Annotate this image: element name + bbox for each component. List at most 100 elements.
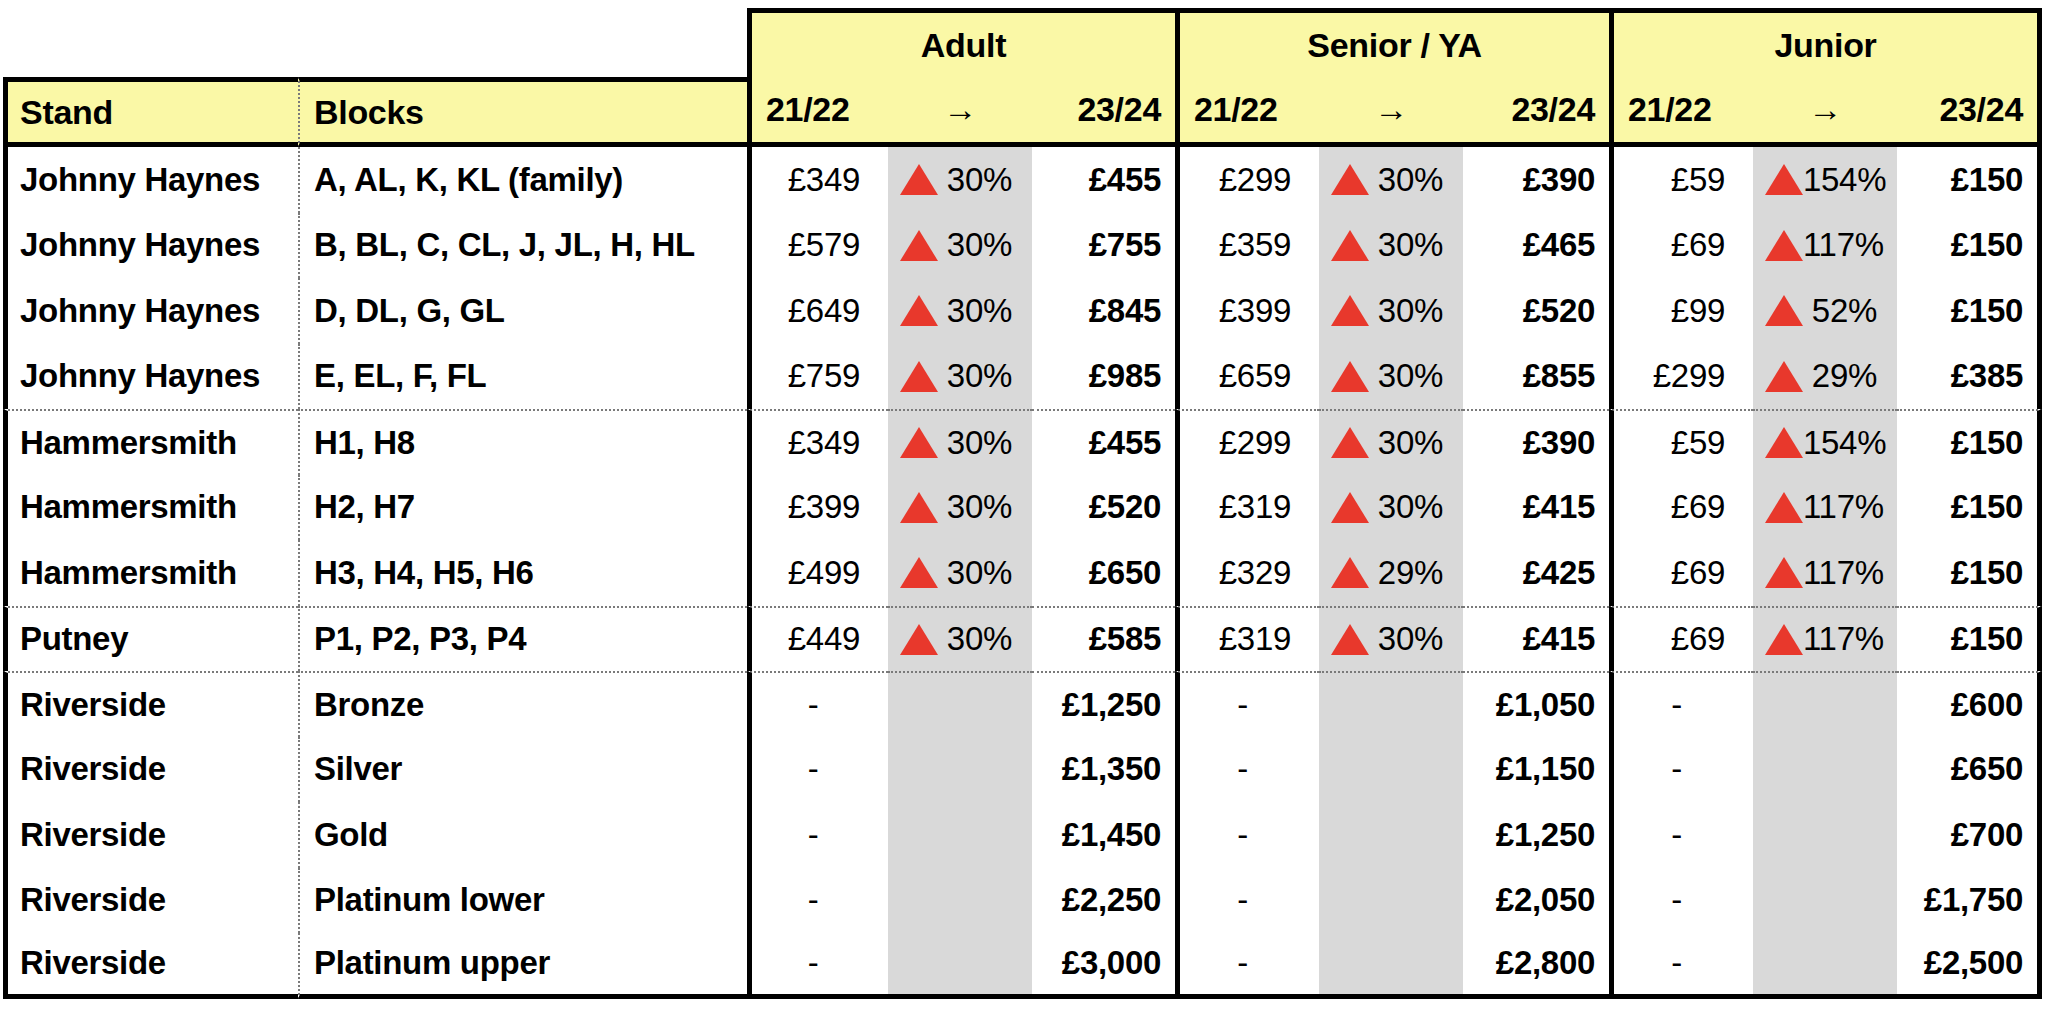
percent-value: 30% <box>1378 488 1443 526</box>
price-value: £150 <box>1951 554 2023 592</box>
group-title: Senior / YA <box>1307 26 1481 65</box>
percent-value: 117% <box>1803 488 1884 526</box>
senior-change-cell <box>1319 737 1463 803</box>
price-value: £150 <box>1951 292 2023 330</box>
price-value: £465 <box>1523 226 1595 264</box>
price-value: £69 <box>1671 554 1725 592</box>
price-value: £359 <box>1219 226 1291 264</box>
senior-2122-price-cell: £319 <box>1175 475 1319 541</box>
price-value: - <box>808 881 819 919</box>
price-value: £2,050 <box>1496 881 1595 919</box>
adult-2122-price-cell: £349 <box>747 147 888 213</box>
percent-value: 30% <box>1378 357 1443 395</box>
price-value: £399 <box>1219 292 1291 330</box>
junior-2324-price-cell: £600 <box>1897 671 2042 737</box>
senior-change-cell: 30% <box>1319 606 1463 672</box>
price-value: - <box>1237 944 1248 982</box>
increase-triangle-icon <box>1331 427 1369 458</box>
price-value: £455 <box>1089 424 1161 462</box>
adult-change-cell: 30% <box>888 213 1032 279</box>
price-value: £349 <box>788 161 860 199</box>
column-header-label: 23/24 <box>1511 90 1595 129</box>
junior-2122-price-cell: £299 <box>1609 344 1753 410</box>
junior-2122-price-cell: £99 <box>1609 278 1753 344</box>
increase-triangle-icon <box>1765 427 1803 458</box>
senior-2122-price-cell: - <box>1175 671 1319 737</box>
blocks-label: Silver <box>314 750 402 788</box>
increase-triangle-icon <box>1765 230 1803 261</box>
senior-2122-price-cell: £319 <box>1175 606 1319 672</box>
senior-change-cell: 30% <box>1319 409 1463 475</box>
percent-value: 154% <box>1803 424 1886 462</box>
price-value: £299 <box>1219 161 1291 199</box>
column-header-stand: Stand <box>3 77 298 147</box>
price-value: £855 <box>1523 357 1595 395</box>
price-value: - <box>1237 816 1248 854</box>
adult-change-cell: 30% <box>888 606 1032 672</box>
increase-triangle-icon <box>1331 295 1369 326</box>
price-value: - <box>1237 881 1248 919</box>
senior-change-cell <box>1319 802 1463 868</box>
senior-2122-price-cell: - <box>1175 933 1319 999</box>
stand-cell: Putney <box>3 606 298 672</box>
senior-2324-price-cell: £390 <box>1463 409 1609 475</box>
blocks-cell: H2, H7 <box>298 475 747 541</box>
price-value: £1,750 <box>1924 881 2023 919</box>
junior-change-cell: 117% <box>1753 606 1897 672</box>
percent-value: 30% <box>1378 424 1443 462</box>
price-value: £415 <box>1523 488 1595 526</box>
blocks-label: Platinum upper <box>314 944 550 982</box>
senior-2122-price-cell: £299 <box>1175 409 1319 475</box>
percent-value: 30% <box>947 357 1012 395</box>
junior-change-cell: 154% <box>1753 409 1897 475</box>
senior-change-cell: 30% <box>1319 278 1463 344</box>
increase-triangle-icon <box>1331 557 1369 588</box>
price-value: £520 <box>1089 488 1161 526</box>
price-value: £319 <box>1219 488 1291 526</box>
junior-2122-price-cell: £59 <box>1609 409 1753 475</box>
right-arrow-icon: → <box>1808 90 1842 129</box>
adult-change-cell <box>888 868 1032 934</box>
price-value: £650 <box>1951 750 2023 788</box>
column-header-senior-arrow: → <box>1319 77 1463 147</box>
stand-cell: Riverside <box>3 671 298 737</box>
price-value: £329 <box>1219 554 1291 592</box>
percent-value: 30% <box>947 424 1012 462</box>
price-value: £425 <box>1523 554 1595 592</box>
blocks-label: D, DL, G, GL <box>314 292 505 330</box>
price-value: £2,250 <box>1062 881 1161 919</box>
price-value: - <box>808 944 819 982</box>
percent-value: 30% <box>947 554 1012 592</box>
price-value: £150 <box>1951 488 2023 526</box>
junior-2324-price-cell: £150 <box>1897 278 2042 344</box>
adult-2122-price-cell: - <box>747 802 888 868</box>
adult-2122-price-cell: £349 <box>747 409 888 475</box>
increase-triangle-icon <box>900 427 938 458</box>
junior-2122-price-cell: £59 <box>1609 147 1753 213</box>
increase-triangle-icon <box>1331 492 1369 523</box>
top-left-spacer <box>3 8 747 77</box>
price-value: £650 <box>1089 554 1161 592</box>
percent-value: 117% <box>1803 226 1884 264</box>
stand-label: Johnny Haynes <box>20 292 260 330</box>
column-header-label: Stand <box>20 93 113 132</box>
column-header-adult-2122: 21/22 <box>747 77 888 147</box>
column-header-label: 21/22 <box>766 90 850 129</box>
stand-label: Riverside <box>20 881 166 919</box>
blocks-cell: B, BL, C, CL, J, JL, H, HL <box>298 213 747 279</box>
price-value: - <box>1671 881 1682 919</box>
adult-change-cell: 30% <box>888 344 1032 410</box>
junior-2324-price-cell: £150 <box>1897 409 2042 475</box>
adult-2324-price-cell: £1,350 <box>1032 737 1175 803</box>
adult-2324-price-cell: £755 <box>1032 213 1175 279</box>
stand-label: Riverside <box>20 944 166 982</box>
adult-2122-price-cell: £649 <box>747 278 888 344</box>
increase-triangle-icon <box>1331 164 1369 195</box>
price-value: £69 <box>1671 488 1725 526</box>
junior-2324-price-cell: £1,750 <box>1897 868 2042 934</box>
blocks-label: H1, H8 <box>314 424 415 462</box>
price-value: - <box>808 816 819 854</box>
price-value: - <box>1671 816 1682 854</box>
percent-value: 30% <box>1378 161 1443 199</box>
increase-triangle-icon <box>900 295 938 326</box>
